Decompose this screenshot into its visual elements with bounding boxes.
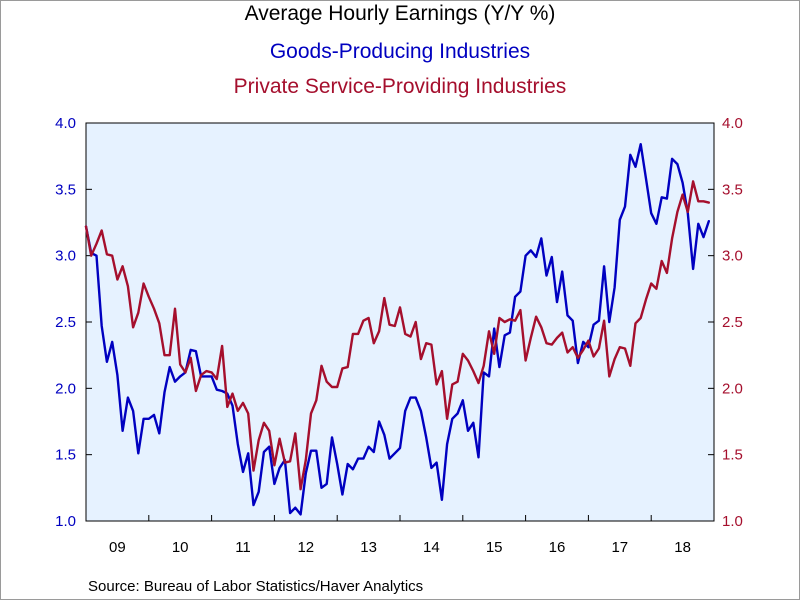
- x-tick-label: 12: [297, 539, 314, 556]
- y-tick-label-right: 1.5: [722, 447, 743, 464]
- y-tick-label-right: 3.5: [722, 181, 743, 198]
- series-line-service-providing: [84, 180, 710, 491]
- x-tick-label: 16: [549, 539, 566, 556]
- y-tick-label-left: 1.5: [55, 447, 76, 464]
- y-tick-label-left: 2.5: [55, 314, 76, 331]
- source-note: Source: Bureau of Labor Statistics/Haver…: [88, 578, 424, 595]
- y-tick-label-right: 2.0: [722, 380, 743, 397]
- series-label-goods: Goods-Producing Industries: [269, 40, 531, 63]
- y-tick-label-right: 2.5: [722, 314, 743, 331]
- y-tick-label-left: 3.5: [55, 181, 76, 198]
- x-tick-label: 13: [360, 539, 377, 556]
- x-tick-label: 10: [172, 539, 189, 556]
- y-tick-label-right: 3.0: [722, 248, 743, 265]
- plot-area: [85, 122, 715, 522]
- x-tick-label: 18: [674, 539, 691, 556]
- x-tick-label: 15: [486, 539, 503, 556]
- series-line-goods-producing: [84, 142, 710, 516]
- chart-title: Average Hourly Earnings (Y/Y %): [244, 2, 556, 25]
- y-tick-label-left: 3.0: [55, 248, 76, 265]
- y-tick-label-left: 1.0: [55, 513, 76, 530]
- x-tick-label: 17: [611, 539, 628, 556]
- x-tick-label: 11: [235, 539, 251, 556]
- y-tick-label-left: 4.0: [55, 115, 76, 132]
- y-tick-label-right: 4.0: [722, 115, 743, 132]
- x-tick-label: 14: [423, 539, 440, 556]
- y-tick-label-right: 1.0: [722, 513, 743, 530]
- y-tick-label-left: 2.0: [55, 380, 76, 397]
- series-label-services: Private Service-Providing Industries: [233, 75, 567, 98]
- x-tick-label: 09: [109, 539, 126, 556]
